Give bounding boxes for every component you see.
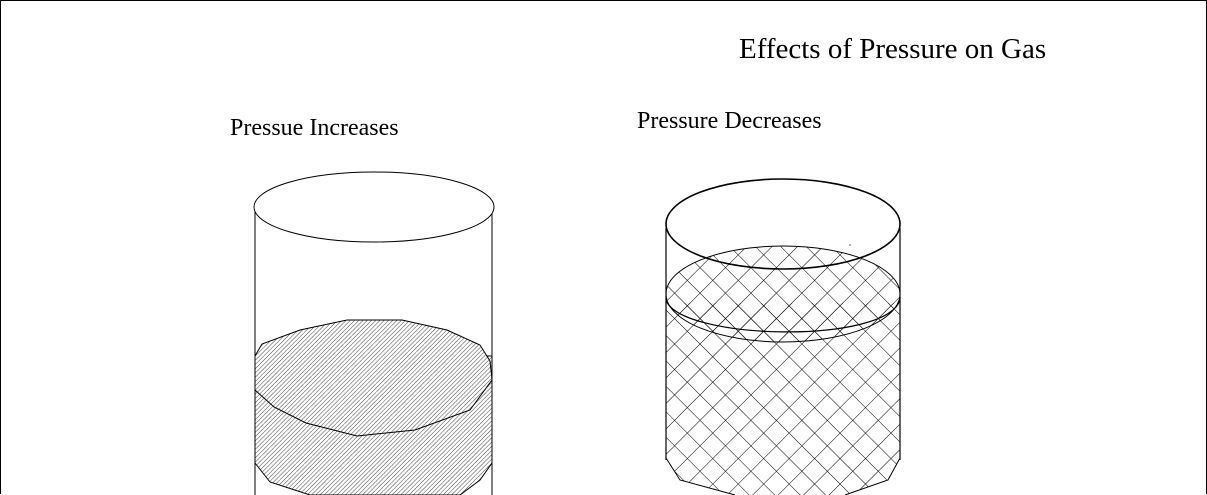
right-container-rim [665, 178, 901, 270]
right-liquid-surface [665, 245, 901, 343]
right-container-label: Pressure Decreases [637, 108, 822, 134]
right-container [665, 178, 901, 495]
diagram-title: Effects of Pressure on Gas [739, 33, 1047, 65]
left-liquid-surface [254, 319, 493, 437]
left-container-label: Pressue Increases [230, 115, 399, 141]
left-container-rim [253, 171, 495, 243]
left-container [253, 171, 495, 495]
